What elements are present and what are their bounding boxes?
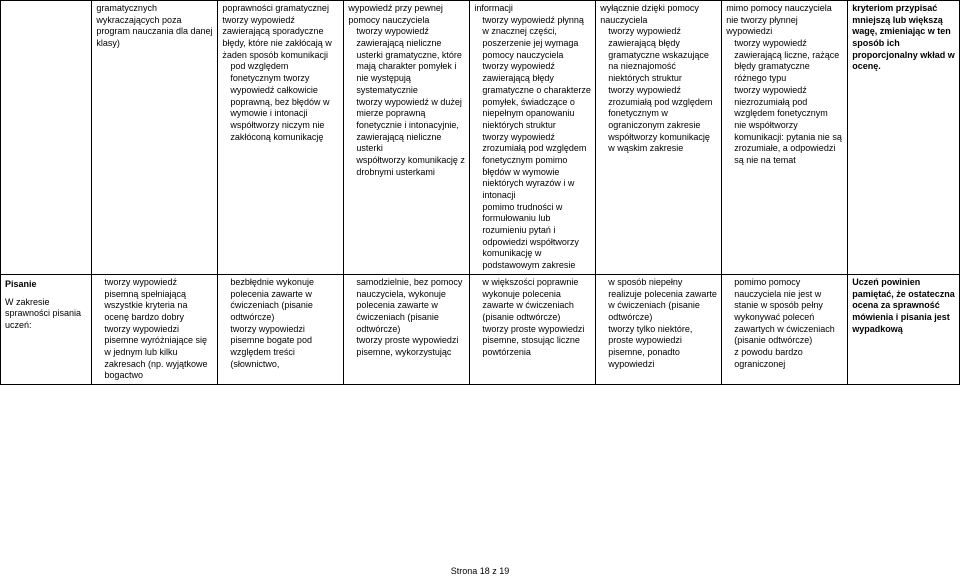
cell: pomimo pomocy nauczyciela nie jest w sta… xyxy=(722,274,848,384)
cell: wyłącznie dzięki pomocy nauczyciela twor… xyxy=(596,1,722,275)
cell: poprawności gramatycznej tworzy wypowied… xyxy=(218,1,344,275)
cell-criteria: kryteriom przypisać mniejszą lub większą… xyxy=(848,1,960,275)
cell: gramatycznych wykraczających poza progra… xyxy=(92,1,218,275)
row-label-empty xyxy=(1,1,92,275)
cell: w sposób niepełny realizuje polecenia za… xyxy=(596,274,722,384)
cell: w większości poprawnie wykonuje poleceni… xyxy=(470,274,596,384)
cell: wypowiedź przy pewnej pomocy nauczyciela… xyxy=(344,1,470,275)
cell: informacji tworzy wypowiedź płynną w zna… xyxy=(470,1,596,275)
page-footer: Strona 18 z 19 xyxy=(0,566,960,576)
cell-criteria: Uczeń powinien pamiętać, że ostateczna o… xyxy=(848,274,960,384)
assessment-table: gramatycznych wykraczających poza progra… xyxy=(0,0,960,385)
cell: mimo pomocy nauczyciela nie tworzy płynn… xyxy=(722,1,848,275)
row-subtitle: W zakresie sprawności pisania uczeń: xyxy=(5,297,87,332)
cell: samodzielnie, bez pomocy nauczyciela, wy… xyxy=(344,274,470,384)
cell: tworzy wypowiedź pisemną spełniającą wsz… xyxy=(92,274,218,384)
row-label-pisanie: Pisanie W zakresie sprawności pisania uc… xyxy=(1,274,92,384)
table-row: gramatycznych wykraczających poza progra… xyxy=(1,1,960,275)
table-row: Pisanie W zakresie sprawności pisania uc… xyxy=(1,274,960,384)
cell: bezbłędnie wykonuje polecenia zawarte w … xyxy=(218,274,344,384)
row-title: Pisanie xyxy=(5,279,37,289)
